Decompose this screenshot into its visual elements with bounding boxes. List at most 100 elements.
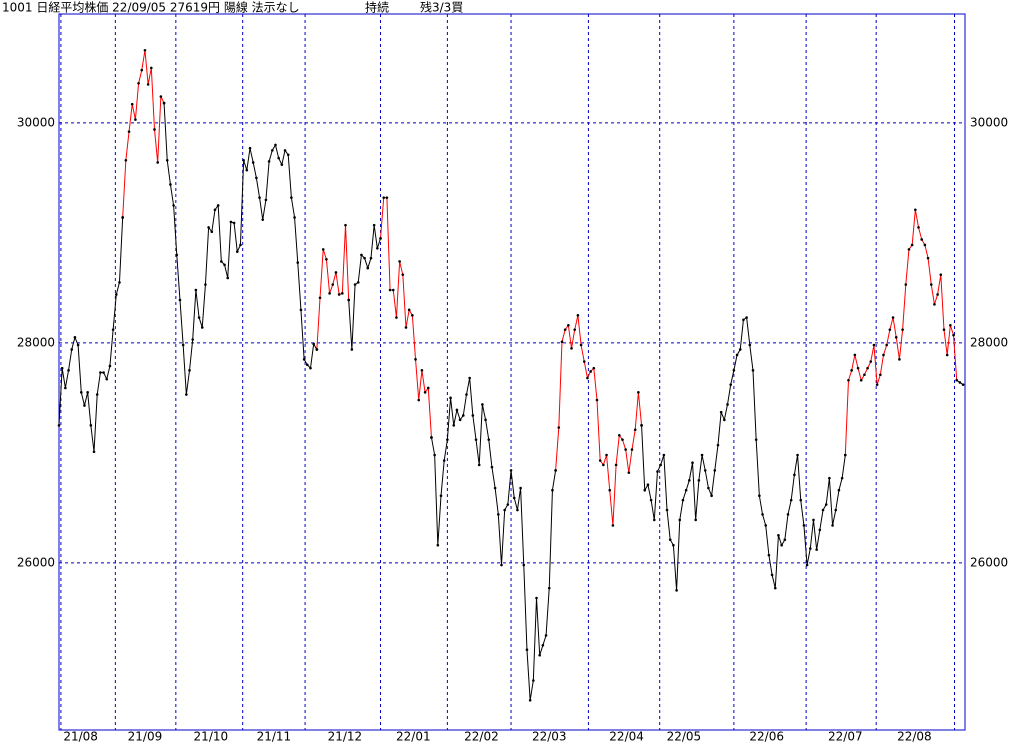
price-point <box>146 83 150 86</box>
price-point <box>506 503 510 506</box>
price-point <box>570 347 573 350</box>
price-point <box>904 283 908 286</box>
price-point <box>796 453 799 457</box>
price-point <box>844 453 847 457</box>
price-point <box>92 450 96 454</box>
price-point <box>891 316 895 319</box>
price-point <box>834 508 838 512</box>
price-point <box>681 498 685 502</box>
price-point <box>130 102 134 106</box>
price-point <box>700 453 704 457</box>
price-point <box>789 498 793 502</box>
price-point <box>758 494 761 498</box>
price-point <box>79 391 83 394</box>
price-point <box>251 161 255 164</box>
price-point <box>821 508 825 512</box>
y-tick-label-right: 28000 <box>970 335 1008 349</box>
price-point <box>140 68 144 72</box>
price-point <box>863 373 866 377</box>
price-point <box>831 524 834 527</box>
price-point <box>86 391 89 394</box>
price-point <box>391 288 395 292</box>
price-point <box>102 371 105 374</box>
price-point <box>439 494 443 498</box>
price-point <box>200 326 204 329</box>
price-point <box>528 699 532 702</box>
price-point <box>875 383 879 386</box>
y-tick-label: 26000 <box>17 555 55 569</box>
price-point <box>678 518 682 522</box>
price-point <box>108 364 112 368</box>
price-point <box>497 513 500 516</box>
price-point <box>707 486 710 490</box>
price-point <box>414 358 417 361</box>
price-point <box>458 418 462 422</box>
price-point <box>754 438 758 441</box>
x-tick-label: 21/11 <box>257 730 292 744</box>
price-point <box>290 196 293 199</box>
price-point <box>353 283 357 286</box>
price-point <box>277 156 280 160</box>
price-point <box>356 281 360 284</box>
price-point <box>433 453 436 457</box>
price-point <box>449 396 452 400</box>
price-point <box>955 378 959 382</box>
price-point <box>894 336 898 339</box>
price-point <box>331 283 335 286</box>
price-point <box>554 469 557 472</box>
price-point <box>624 448 627 451</box>
price-point <box>512 496 516 500</box>
price-point <box>617 433 621 437</box>
price-point <box>210 230 214 234</box>
price-point <box>872 343 876 347</box>
price-point <box>446 438 449 441</box>
price-point <box>560 340 564 344</box>
price-point <box>958 381 962 384</box>
price-point <box>538 653 541 657</box>
price-point <box>567 323 570 327</box>
x-tick-label: 22/07 <box>828 730 863 744</box>
price-point <box>420 369 424 372</box>
price-point <box>99 371 102 374</box>
price-point <box>582 360 586 363</box>
price-point <box>668 538 672 542</box>
price-point <box>178 298 182 302</box>
price-point <box>280 163 284 166</box>
price-point <box>551 488 554 492</box>
price-point <box>859 378 863 382</box>
price-point <box>605 453 608 457</box>
price-point <box>216 204 220 207</box>
price-point <box>637 391 640 394</box>
price-point <box>732 369 736 372</box>
price-point <box>713 469 717 472</box>
price-point <box>723 418 726 422</box>
price-point <box>430 436 433 439</box>
price-point <box>598 459 602 462</box>
price-point <box>719 410 723 414</box>
price-point <box>697 479 701 482</box>
price-point <box>898 358 901 361</box>
price-point <box>404 326 408 329</box>
price-point <box>783 538 787 542</box>
price-point <box>544 634 548 637</box>
price-point <box>461 414 465 417</box>
price-point <box>423 391 427 394</box>
price-point <box>888 328 892 331</box>
price-point <box>490 465 494 469</box>
price-point <box>500 563 503 567</box>
price-point <box>853 353 857 357</box>
price-point <box>840 476 844 480</box>
price-point <box>194 288 198 292</box>
price-point <box>474 438 478 441</box>
price-point <box>525 648 529 652</box>
price-point <box>185 393 188 396</box>
price-point <box>710 494 713 498</box>
price-point <box>115 293 118 296</box>
price-point <box>121 216 124 219</box>
price-point <box>942 328 946 331</box>
price-point <box>388 288 392 292</box>
price-point <box>309 366 312 370</box>
price-point <box>258 196 261 199</box>
